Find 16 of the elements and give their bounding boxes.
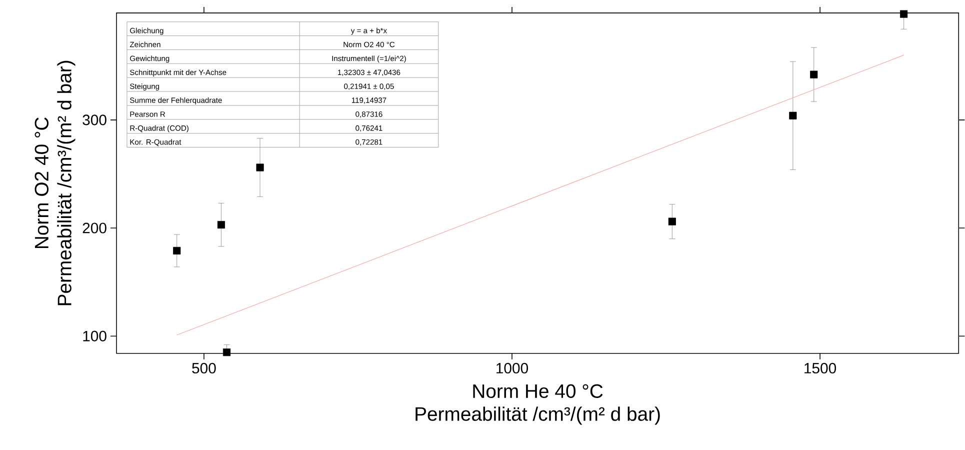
- y-tick-label: 100: [83, 330, 106, 342]
- x-tick-label: 500: [192, 362, 216, 374]
- point: [810, 70, 818, 78]
- x-axis-title: Norm He 40 °C Permeabilität /cm³/(m² d bar): [416, 384, 660, 425]
- x-tick-label: 1000: [496, 362, 528, 374]
- point: [668, 218, 676, 226]
- point: [789, 112, 797, 120]
- point: [900, 10, 908, 18]
- y-tick-label: 300: [82, 114, 106, 126]
- point: [256, 164, 264, 172]
- point: [222, 348, 231, 356]
- point: [217, 221, 225, 229]
- y-tick-label: 200: [82, 222, 106, 234]
- y-axis-title: Norm O2 40 °C Permeabilität /cm³/(m² d bar): [34, 60, 76, 306]
- point: [173, 246, 181, 255]
- x-tick-label: 1500: [804, 362, 836, 374]
